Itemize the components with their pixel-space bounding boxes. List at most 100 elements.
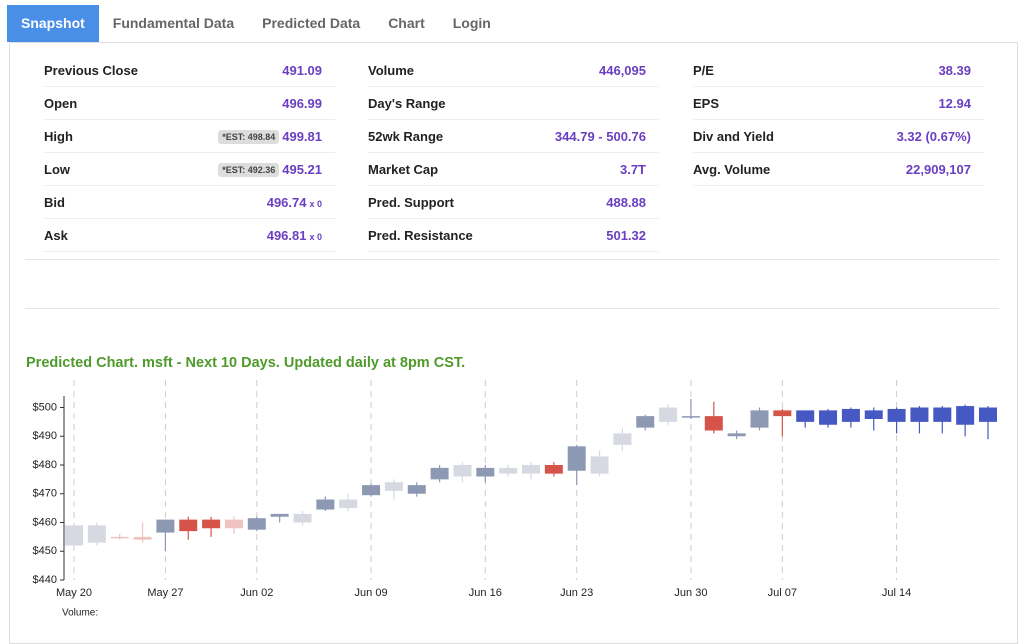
candle-body: [224, 519, 243, 529]
candle-body: [339, 499, 358, 509]
candle-body: [819, 410, 838, 425]
stat-value-box: 491.09: [282, 63, 322, 78]
stat-label: P/E: [693, 63, 714, 78]
estimate-badge: *EST: 492.36: [218, 163, 280, 177]
stat-value-box: 3.7T: [620, 162, 646, 177]
tab[interactable]: Fundamental Data: [112, 15, 235, 31]
stat-row: Bid 496.74 x 0: [44, 186, 335, 219]
stat-label: Bid: [44, 195, 65, 210]
candle-body: [590, 456, 609, 474]
stat-value: 38.39: [938, 63, 971, 78]
stat-value: 496.74: [266, 195, 307, 210]
stat-value-box: *EST: 498.84 499.81: [218, 129, 322, 144]
tab[interactable]: Predicted Data: [262, 15, 361, 31]
stat-value-box: 488.88: [606, 195, 646, 210]
y-tick-label: $490: [33, 430, 57, 442]
chart: Predicted Chart. msft - Next 10 Days. Up…: [26, 355, 997, 616]
stat-suffix: x 0: [309, 199, 322, 209]
x-tick-label: Jun 09: [355, 587, 388, 599]
candle-body: [796, 410, 815, 422]
candle-body: [727, 433, 746, 437]
candle-body: [247, 518, 266, 530]
stat-row: Market Cap 3.7T: [368, 153, 659, 186]
stat-label: Ask: [44, 228, 68, 243]
stat-value: 12.94: [938, 96, 971, 111]
stat-label: Div and Yield: [693, 129, 774, 144]
candle-body: [544, 465, 563, 474]
stat-value: 3.32 (0.67%): [896, 129, 971, 144]
stat-row: Open 496.99: [44, 87, 335, 120]
y-tick-label: $480: [33, 459, 57, 471]
stat-label: Day's Range: [368, 96, 446, 111]
candle-body: [133, 536, 152, 540]
stat-row: P/E 38.39: [693, 54, 984, 87]
stat-label: Low: [44, 162, 70, 177]
candle-body: [270, 513, 289, 517]
candle-body: [179, 519, 198, 532]
stat-value: 499.81: [282, 129, 322, 144]
candle-body: [110, 536, 129, 539]
x-tick-label: May 20: [56, 587, 92, 599]
stat-row: Ask 496.81 x 0: [44, 219, 335, 252]
stat-value: 488.88: [606, 195, 646, 210]
candle-body: [956, 406, 975, 425]
candle-body: [499, 467, 518, 474]
candle-body: [636, 416, 655, 428]
x-tick-label: Jun 30: [674, 587, 707, 599]
stat-value-box: 496.74 x 0: [267, 195, 322, 210]
stat-label: Open: [44, 96, 78, 111]
stat-suffix: x 0: [309, 232, 322, 242]
y-tick-label: $450: [33, 545, 57, 557]
candle-body: [864, 410, 883, 419]
stat-value-box: 3.32 (0.67%): [897, 129, 971, 144]
stat-label: Volume: [368, 63, 414, 78]
tab[interactable]: Snapshot: [7, 5, 99, 42]
x-tick-label: May 27: [147, 587, 183, 599]
x-tick-label: Jun 23: [560, 587, 593, 599]
stat-label: Previous Close: [44, 63, 138, 78]
stat-value-box: 496.81 x 0: [267, 228, 322, 243]
candle-body: [384, 482, 403, 491]
candle-body: [476, 467, 495, 477]
y-tick-label: $470: [33, 488, 57, 500]
stat-value-box: 344.79 - 500.76: [555, 129, 646, 144]
stat-row: EPS 12.94: [693, 87, 984, 120]
stat-label: Pred. Support: [368, 195, 454, 210]
candle-body: [887, 408, 906, 422]
stat-value: 3.7T: [619, 162, 646, 177]
stat-row: Previous Close 491.09: [44, 54, 335, 87]
candle-body: [659, 407, 678, 422]
volume-label: Volume:: [62, 608, 98, 616]
candle-body: [681, 416, 700, 418]
page: Snapshot Fundamental Data Predicted Data Ch…: [7, 5, 1018, 644]
candle-body: [750, 410, 769, 428]
stat-value-box: 22,909,107: [906, 162, 971, 177]
y-tick-label: $500: [33, 401, 57, 413]
stat-row: Low *EST: 492.36 495.21: [44, 153, 335, 186]
candle-body: [293, 513, 312, 523]
x-tick-label: Jul 07: [768, 587, 797, 599]
chart-title: Predicted Chart. msft - Next 10 Days. Up…: [26, 355, 465, 371]
divider: [25, 308, 999, 309]
x-tick-label: Jul 14: [882, 587, 911, 599]
candle-body: [933, 407, 952, 422]
stat-row: High *EST: 498.84 499.81: [44, 120, 335, 153]
stat-value-box: 12.94: [938, 96, 971, 111]
tab-bar: Snapshot Fundamental Data Predicted Data Ch…: [7, 5, 505, 42]
stat-value-box: 496.99: [282, 96, 322, 111]
stat-row: Avg. Volume 22,909,107: [693, 153, 984, 186]
candle-body: [979, 407, 997, 422]
candle-body: [453, 465, 472, 477]
stat-value: 496.99: [282, 96, 322, 111]
candle-body: [156, 519, 175, 533]
tab[interactable]: Chart: [388, 15, 425, 31]
stat-row: 52wk Range 344.79 - 500.76: [368, 120, 659, 153]
y-tick-label: $440: [33, 574, 57, 586]
tab[interactable]: Login: [452, 15, 491, 31]
stat-label: Market Cap: [368, 162, 439, 177]
candle-body: [202, 519, 221, 529]
estimate-badge: *EST: 498.84: [218, 130, 280, 144]
x-tick-label: Jun 02: [240, 587, 273, 599]
stat-value-box: *EST: 492.36 495.21: [218, 162, 322, 177]
stat-label: 52wk Range: [368, 129, 444, 144]
